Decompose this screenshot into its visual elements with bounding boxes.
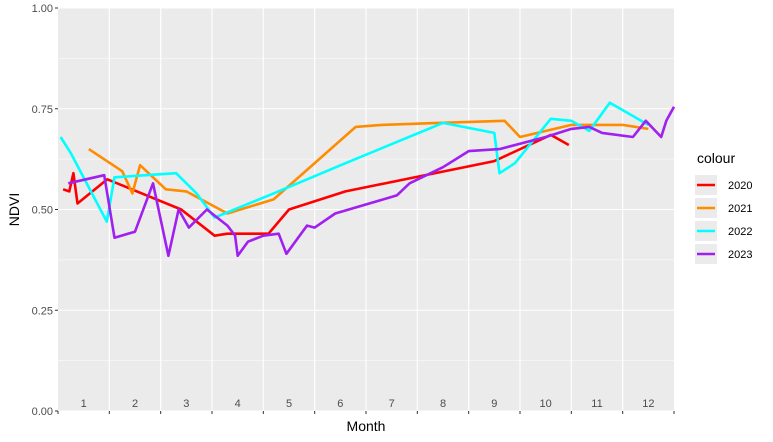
- legend: colour 2020 2021 2022 2023: [695, 150, 752, 264]
- y-axis: 0.00 0.25 0.50 0.75 1.00: [32, 3, 58, 418]
- series-line-2020: [62, 133, 570, 237]
- month-label: 2: [132, 398, 138, 410]
- month-label: 7: [389, 398, 395, 410]
- legend-label-2021: 2021: [728, 203, 752, 215]
- month-labels: 1 2 3 4 5 6 7 8 9 10 11 12: [81, 398, 655, 410]
- y-axis-title: NDVI: [6, 193, 22, 226]
- x-axis-title: Month: [347, 418, 386, 434]
- x-axis: [57, 411, 675, 414]
- series-line-2021: [88, 119, 649, 215]
- month-label: 11: [591, 398, 602, 410]
- legend-label-2020: 2020: [728, 180, 752, 192]
- y-tick-label: 1.00: [32, 3, 53, 15]
- month-label: 10: [540, 398, 552, 410]
- y-tick-label: 0.75: [32, 104, 53, 116]
- month-label: 8: [440, 398, 446, 410]
- legend-label-2023: 2023: [728, 249, 752, 261]
- month-label: 6: [337, 398, 343, 410]
- month-label: 12: [642, 398, 654, 410]
- series-line-2022: [59, 101, 649, 223]
- month-label: 1: [81, 398, 87, 410]
- y-tick-label: 0.50: [32, 205, 53, 217]
- legend-label-2022: 2022: [728, 226, 752, 238]
- legend-title: colour: [697, 150, 735, 166]
- series-lines: [59, 101, 676, 258]
- y-tick-label: 0.25: [32, 305, 53, 317]
- month-label: 3: [183, 398, 189, 410]
- month-label: 9: [491, 398, 497, 410]
- y-tick-label: 0.00: [32, 406, 53, 418]
- month-label: 4: [235, 398, 241, 410]
- month-label: 5: [286, 398, 292, 410]
- series-line-2023: [68, 106, 676, 258]
